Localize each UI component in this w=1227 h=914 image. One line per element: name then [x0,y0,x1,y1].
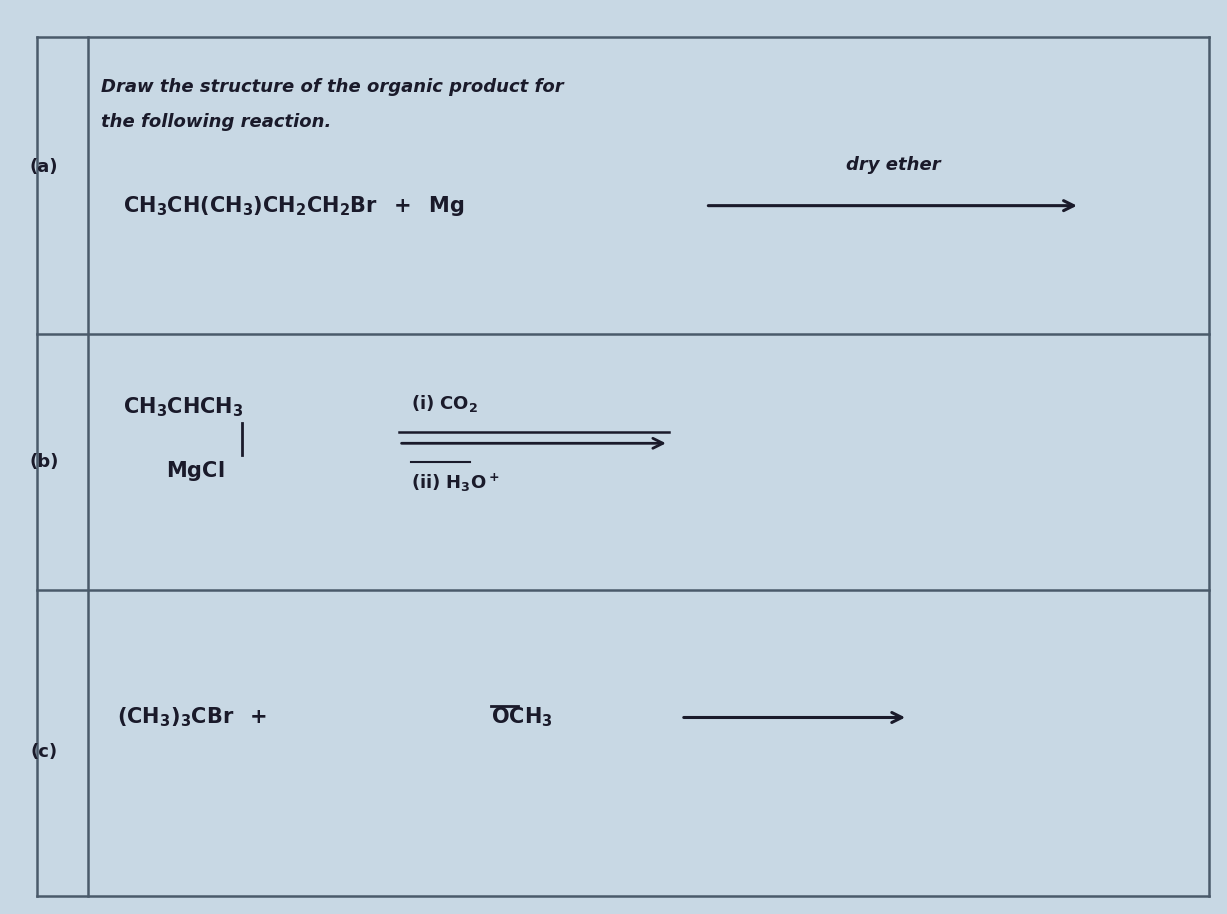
Text: (b): (b) [29,452,59,471]
Text: Draw the structure of the organic product for: Draw the structure of the organic produc… [101,78,563,96]
Text: the following reaction.: the following reaction. [101,112,331,131]
Text: $\mathbf{OCH_3}$: $\mathbf{OCH_3}$ [491,706,552,729]
Text: dry ether: dry ether [845,155,941,174]
Text: $\mathbf{(i)\ CO_2}$: $\mathbf{(i)\ CO_2}$ [411,394,479,414]
Text: $\mathbf{CH_3CH(CH_3)CH_2CH_2Br}$$\mathbf{\ \ +\ \ Mg}$: $\mathbf{CH_3CH(CH_3)CH_2CH_2Br}$$\mathb… [123,194,465,218]
Text: $\mathbf{MgCl}$: $\mathbf{MgCl}$ [166,459,225,483]
Text: $\mathbf{(ii)\ H_3O^+}$: $\mathbf{(ii)\ H_3O^+}$ [411,472,499,494]
Text: $\mathbf{(CH_3)_3CBr\ \ +}$: $\mathbf{(CH_3)_3CBr\ \ +}$ [117,706,267,729]
Text: (c): (c) [31,742,58,760]
Text: $\mathbf{CH_3CHCH_3}$: $\mathbf{CH_3CHCH_3}$ [123,395,243,419]
Text: (a): (a) [29,158,59,175]
